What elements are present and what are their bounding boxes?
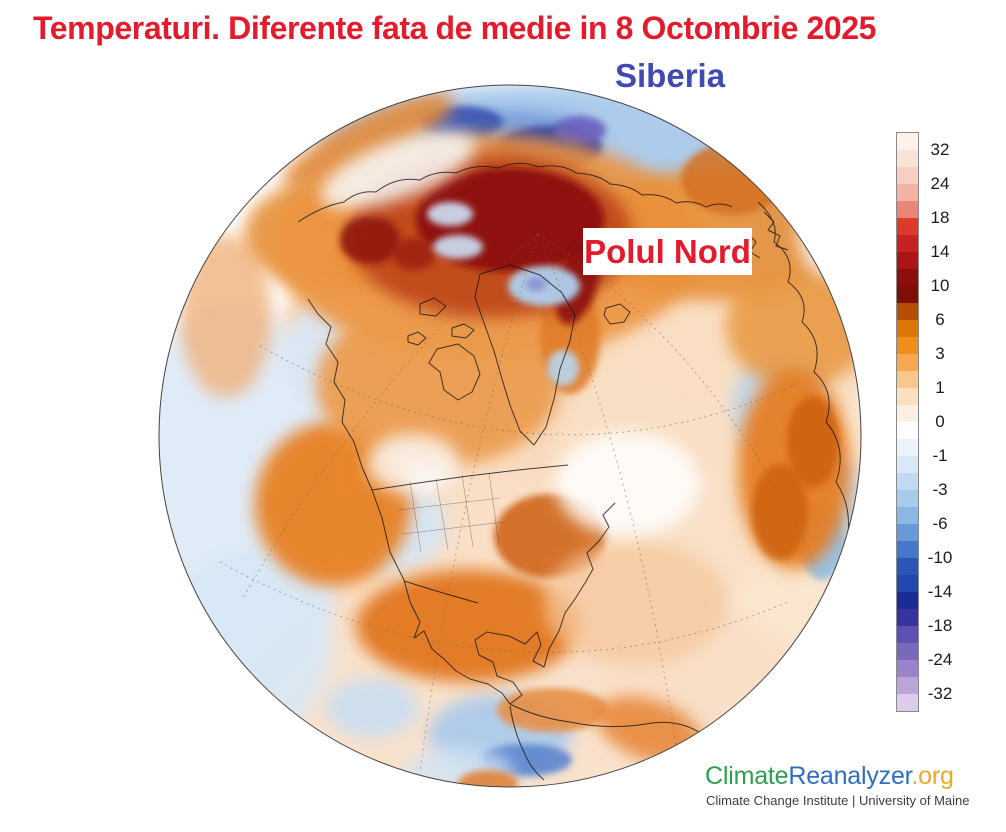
colorbar-segment xyxy=(897,201,918,218)
colorbar-segment xyxy=(897,422,918,439)
graticule-lines xyxy=(219,233,815,787)
anomaly-blob xyxy=(320,131,476,209)
state-border-grid xyxy=(397,472,505,553)
institute-subtitle: Climate Change Institute | University of… xyxy=(706,793,970,808)
colorbar-tick-label: 32 xyxy=(930,140,950,159)
colorbar-segment xyxy=(897,456,918,473)
anomaly-blob xyxy=(282,92,454,190)
colorbar-segment xyxy=(897,541,918,558)
colorbar-segment xyxy=(897,524,918,541)
colorbar-tick-label: -6 xyxy=(932,514,948,533)
anomaly-blob xyxy=(427,202,473,226)
anomaly-blob xyxy=(526,277,546,291)
anomaly-blob xyxy=(392,238,436,270)
anomaly-blob xyxy=(180,234,272,398)
colorbar xyxy=(896,132,919,712)
logo-part-reanalyzer: Reanalyzer xyxy=(788,762,912,790)
colorbar-segment xyxy=(897,439,918,456)
anomaly-blob xyxy=(798,192,858,276)
colorbar-tick-label: 24 xyxy=(930,174,950,193)
colorbar-tick-label: 10 xyxy=(930,276,950,295)
colorbar-segment xyxy=(897,286,918,303)
colorbar-segment xyxy=(897,473,918,490)
colorbar-tick-label: -32 xyxy=(927,684,953,703)
colorbar-segment xyxy=(897,235,918,252)
anomaly-blob xyxy=(367,434,459,494)
north-pole-annotation: Polul Nord xyxy=(583,228,752,275)
colorbar-tick-label: -14 xyxy=(927,582,953,601)
anomaly-blob xyxy=(681,143,785,215)
colorbar-segment xyxy=(897,337,918,354)
colorbar-segment xyxy=(897,405,918,422)
climate-reanalyzer-logo: ClimateReanalyzer.org xyxy=(705,762,954,791)
page-title: Temperaturi. Diferente fata de medie in … xyxy=(33,10,877,46)
colorbar-segment xyxy=(897,643,918,660)
colorbar-tick-label: -1 xyxy=(932,446,948,465)
colorbar-tick-label: -3 xyxy=(932,480,948,499)
globe-anomaly-map xyxy=(158,84,862,788)
colorbar-segment xyxy=(897,252,918,269)
colorbar-segment xyxy=(897,150,918,167)
colorbar-segment xyxy=(897,490,918,507)
colorbar-segment xyxy=(897,218,918,235)
colorbar-segment xyxy=(897,371,918,388)
colorbar-segment xyxy=(897,354,918,371)
anomaly-blob xyxy=(547,350,579,386)
colorbar-tick-label: 6 xyxy=(935,310,945,329)
anomaly-blob xyxy=(556,432,700,536)
colorbar-segment xyxy=(897,694,918,711)
colorbar-tick-label: 3 xyxy=(935,344,945,363)
anomaly-blob xyxy=(458,770,518,787)
logo-part-climate: Climate xyxy=(705,762,789,790)
colorbar-segment xyxy=(897,269,918,286)
logo-part-org: .org xyxy=(911,762,954,790)
colorbar-segment xyxy=(897,660,918,677)
anomaly-blob xyxy=(497,688,609,732)
anomaly-blob xyxy=(554,116,606,144)
colorbar-segment xyxy=(897,184,918,201)
anomaly-blob xyxy=(752,464,808,560)
globe-outline xyxy=(158,84,862,788)
colorbar-tick-label: -24 xyxy=(927,650,953,669)
colorbar-tick-label: 14 xyxy=(930,242,950,261)
colorbar-segment xyxy=(897,592,918,609)
anomaly-blob xyxy=(787,396,839,488)
siberia-annotation: Siberia xyxy=(615,57,726,94)
anomaly-blob xyxy=(340,216,400,264)
anomaly-blob xyxy=(544,542,728,666)
colorbar-segment xyxy=(897,575,918,592)
anomaly-blob xyxy=(316,302,560,466)
colorbar-segment xyxy=(897,507,918,524)
colorbar-tick-label: 1 xyxy=(935,378,945,397)
colorbar-segment xyxy=(897,388,918,405)
colorbar-tick-label: -18 xyxy=(927,616,953,635)
anomaly-blob xyxy=(326,678,418,738)
colorbar-segment xyxy=(897,558,918,575)
colorbar-segment xyxy=(897,167,918,184)
colorbar-segment xyxy=(897,320,918,337)
colorbar-segment xyxy=(897,609,918,626)
colorbar-tick-label: 0 xyxy=(935,412,945,431)
anomaly-blob xyxy=(356,570,580,682)
colorbar-segment xyxy=(897,303,918,320)
colorbar-segment xyxy=(897,677,918,694)
colorbar-tick-label: -10 xyxy=(927,548,953,567)
anomaly-blob xyxy=(433,235,483,259)
colorbar-tick-labels: 32 24 18 14 10 6 3 1 0 -1 -3 -6 -10 -14 -18 -24 -32 xyxy=(916,133,964,711)
colorbar-segment xyxy=(897,626,918,643)
colorbar-segment xyxy=(897,133,918,150)
colorbar-tick-label: 18 xyxy=(930,208,950,227)
